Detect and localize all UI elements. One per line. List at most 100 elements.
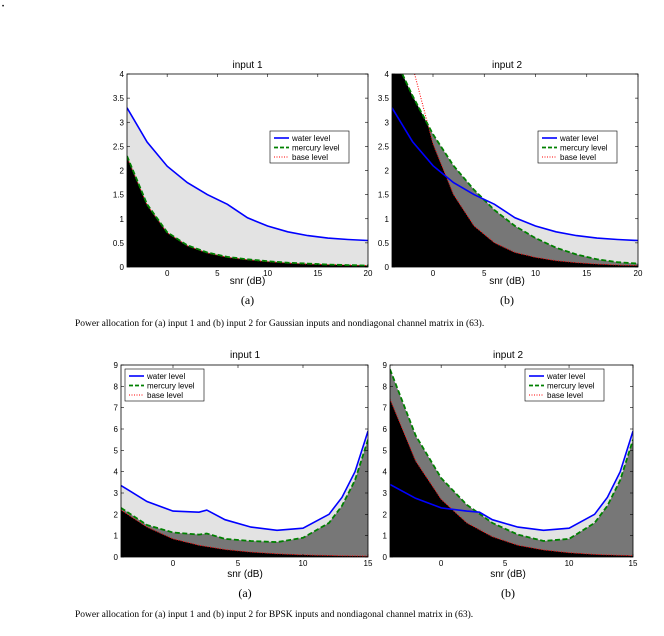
- figure-caption-bpsk: Power allocation for (a) input 1 and (b)…: [75, 609, 473, 620]
- y-tick-label: 7: [114, 404, 119, 413]
- x-tick-label: 5: [482, 269, 487, 278]
- legend-label: water level: [559, 134, 598, 143]
- legend-label: mercury level: [560, 144, 608, 153]
- x-tick-label: 15: [313, 269, 322, 278]
- y-tick-label: 3.5: [113, 94, 125, 103]
- chart-input2-gaussian: input 2 snr (dB) (b) 0 5 10 15 20 0 0.5 1 1.5 2 2.…: [378, 60, 643, 307]
- y-tick-label: 0.5: [378, 239, 390, 248]
- x-tick-label: 10: [299, 559, 308, 568]
- x-tick-label: 15: [629, 559, 638, 568]
- stray-dot: •: [2, 4, 4, 10]
- base-level-line: [390, 398, 633, 557]
- water-level-line: [390, 430, 633, 532]
- chart-title: input 1: [232, 60, 262, 71]
- legend-label: water level: [146, 372, 185, 381]
- y-tick-label: 8: [383, 382, 388, 391]
- x-tick-label: 10: [263, 269, 272, 278]
- x-axis-label: snr (dB): [489, 276, 525, 287]
- y-tick-label: 7: [383, 404, 388, 413]
- legend-label: base level: [292, 153, 328, 162]
- mercury-fill-area: [121, 439, 368, 557]
- water-level-line: [127, 107, 368, 242]
- y-tick-label: 3.5: [378, 94, 390, 103]
- y-tick-label: 0: [114, 553, 119, 562]
- plot-area: [121, 430, 368, 557]
- x-tick-label: 5: [503, 559, 508, 568]
- plot-area: [390, 368, 633, 557]
- x-tick-label: 10: [531, 269, 540, 278]
- mercury-fill-area: [392, 74, 638, 266]
- chart-title: input 2: [492, 60, 522, 71]
- y-tick-label: 2.5: [378, 142, 390, 151]
- base-level-line: [414, 74, 638, 267]
- subfigure-label: (b): [500, 293, 514, 307]
- legend-label: mercury level: [147, 382, 195, 391]
- mercury-level-line: [127, 155, 368, 267]
- y-tick-label: 0: [120, 263, 125, 272]
- legend-label: base level: [560, 153, 596, 162]
- water-level-line: [121, 430, 368, 532]
- y-tick-label: 1.5: [113, 191, 125, 200]
- x-axis-label: snr (dB): [227, 569, 263, 580]
- base-fill-area: [127, 157, 368, 267]
- y-tick-label: 2.5: [113, 142, 125, 151]
- y-tick-label: 1: [114, 532, 119, 541]
- legend-label: mercury level: [547, 382, 595, 391]
- y-tick-label: 8: [114, 382, 119, 391]
- y-tick-label: 5: [114, 446, 119, 455]
- subfigure-label: (a): [241, 293, 254, 307]
- y-tick-label: 6: [383, 425, 388, 434]
- legend-label: water level: [291, 134, 330, 143]
- mercury-level-line: [390, 368, 633, 542]
- plot-area: [392, 74, 638, 267]
- mercury-fill-area: [390, 369, 633, 556]
- y-tick-label: 1.5: [378, 191, 390, 200]
- y-tick-label: 0: [383, 553, 388, 562]
- y-tick-label: 4: [114, 468, 119, 477]
- x-tick-label: 20: [364, 269, 373, 278]
- legend-label: mercury level: [292, 144, 340, 153]
- y-tick-label: 3: [114, 489, 119, 498]
- y-tick-label: 2: [114, 510, 119, 519]
- x-tick-label: 0: [165, 269, 170, 278]
- x-tick-label: 5: [215, 269, 220, 278]
- chart-input1-gaussian: input 1 snr (dB) (a) 0 5 10 15 20 0 0.5 1 1.5 2 2.…: [113, 60, 373, 307]
- y-tick-label: 2: [120, 167, 125, 176]
- base-fill-area: [392, 74, 638, 267]
- figure-caption-gaussian: Power allocation for (a) input 1 and (b)…: [75, 318, 484, 329]
- y-tick-label: 0.5: [113, 239, 125, 248]
- y-tick-label: 4: [383, 468, 388, 477]
- plot-frame: [120, 364, 369, 558]
- y-tick-label: 1: [385, 215, 390, 224]
- y-tick-label: 3: [120, 118, 125, 127]
- subfigure-label: (b): [501, 586, 515, 600]
- plot-frame: [389, 364, 634, 558]
- x-tick-label: 10: [565, 559, 574, 568]
- base-fill-area: [390, 399, 633, 557]
- water-fill-area: [127, 107, 368, 266]
- subfigure-label: (a): [238, 586, 251, 600]
- x-tick-label: 0: [439, 559, 444, 568]
- chart-title: input 1: [230, 350, 260, 361]
- y-tick-label: 4: [120, 70, 125, 79]
- base-level-line: [127, 156, 368, 267]
- x-tick-label: 0: [171, 559, 176, 568]
- legend-label: base level: [147, 391, 183, 400]
- y-tick-label: 2: [385, 167, 390, 176]
- y-tick-label: 4: [385, 70, 390, 79]
- x-axis-label: snr (dB): [230, 276, 266, 287]
- water-level-line: [392, 107, 638, 242]
- y-tick-label: 3: [383, 489, 388, 498]
- y-tick-label: 6: [114, 425, 119, 434]
- y-tick-label: 9: [114, 361, 119, 370]
- x-axis-label: snr (dB): [490, 569, 526, 580]
- chart-input1-bpsk: input 1 snr (dB) (a) 0 5 10 15 0 1 2 3 4 5 6 7 8 9 wat…: [114, 350, 373, 600]
- y-tick-label: 1: [120, 215, 125, 224]
- y-tick-label: 5: [383, 446, 388, 455]
- y-tick-label: 9: [383, 361, 388, 370]
